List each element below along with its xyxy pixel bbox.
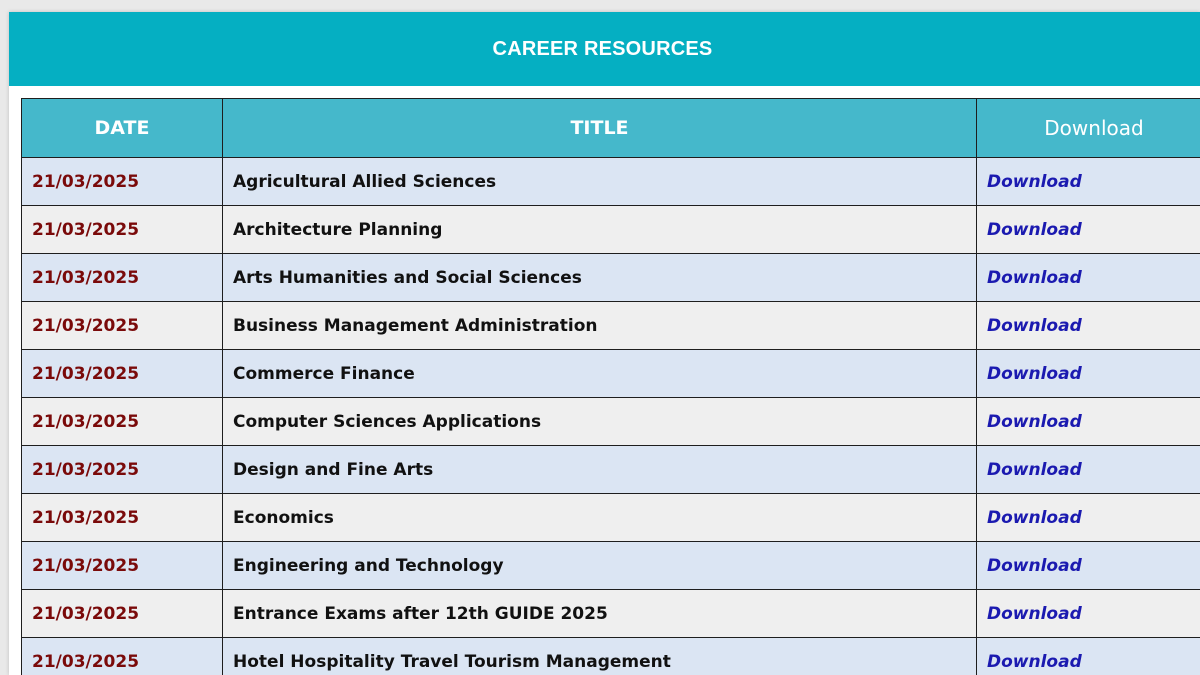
download-link[interactable]: Download — [987, 171, 1082, 192]
download-link[interactable]: Download — [987, 219, 1082, 240]
row-title: Architecture Planning — [222, 205, 977, 254]
table-row: 21/03/2025 Engineering and Technology Down… — [21, 541, 1200, 590]
table-row: 21/03/2025 Entrance Exams after 12th GUID… — [21, 589, 1200, 638]
download-link[interactable]: Download — [987, 267, 1082, 288]
table-row: 21/03/2025 Architecture Planning Download — [21, 205, 1200, 254]
table-header: DATE TITLE Download — [21, 98, 1200, 158]
row-title: Design and Fine Arts — [222, 445, 977, 494]
resources-table: DATE TITLE Download 21/03/2025 Agricultur… — [21, 98, 1200, 675]
row-date: 21/03/2025 — [21, 349, 223, 398]
row-download-cell: Download — [976, 589, 1200, 638]
row-date: 21/03/2025 — [21, 205, 223, 254]
row-title: Computer Sciences Applications — [222, 397, 977, 446]
download-link[interactable]: Download — [987, 555, 1082, 576]
row-title: Agricultural Allied Sciences — [222, 157, 977, 206]
row-date: 21/03/2025 — [21, 541, 223, 590]
download-link[interactable]: Download — [987, 459, 1082, 480]
row-date: 21/03/2025 — [21, 445, 223, 494]
table-row: 21/03/2025 Design and Fine Arts Download — [21, 445, 1200, 494]
row-download-cell: Download — [976, 541, 1200, 590]
download-link[interactable]: Download — [987, 651, 1082, 672]
row-date: 21/03/2025 — [21, 253, 223, 302]
section-title: CAREER RESOURCES — [492, 37, 713, 60]
row-date: 21/03/2025 — [21, 301, 223, 350]
row-title: Engineering and Technology — [222, 541, 977, 590]
page-frame: CAREER RESOURCES DATE TITLE Download 21/… — [9, 12, 1200, 675]
row-title: Economics — [222, 493, 977, 542]
row-download-cell: Download — [976, 253, 1200, 302]
row-title: Business Management Administration — [222, 301, 977, 350]
download-link[interactable]: Download — [987, 603, 1082, 624]
resources-table-container: DATE TITLE Download 21/03/2025 Agricultur… — [21, 98, 1200, 675]
download-link[interactable]: Download — [987, 507, 1082, 528]
table-row: 21/03/2025 Hotel Hospitality Travel Touri… — [21, 637, 1200, 675]
row-download-cell: Download — [976, 445, 1200, 494]
row-date: 21/03/2025 — [21, 397, 223, 446]
column-header-title: TITLE — [222, 98, 977, 158]
section-banner: CAREER RESOURCES — [9, 12, 1200, 86]
row-title: Arts Humanities and Social Sciences — [222, 253, 977, 302]
row-download-cell: Download — [976, 157, 1200, 206]
row-download-cell: Download — [976, 397, 1200, 446]
row-download-cell: Download — [976, 301, 1200, 350]
row-title: Hotel Hospitality Travel Tourism Managem… — [222, 637, 977, 675]
column-header-download: Download — [976, 98, 1200, 158]
download-link[interactable]: Download — [987, 363, 1082, 384]
row-date: 21/03/2025 — [21, 157, 223, 206]
row-date: 21/03/2025 — [21, 493, 223, 542]
download-link[interactable]: Download — [987, 411, 1082, 432]
table-body: 21/03/2025 Agricultural Allied Sciences Do… — [21, 157, 1200, 675]
table-row: 21/03/2025 Agricultural Allied Sciences Do… — [21, 157, 1200, 206]
table-row: 21/03/2025 Computer Sciences Applications… — [21, 397, 1200, 446]
table-row: 21/03/2025 Economics Download — [21, 493, 1200, 542]
header-row: DATE TITLE Download — [21, 98, 1200, 158]
table-row: 21/03/2025 Arts Humanities and Social Sci… — [21, 253, 1200, 302]
row-title: Entrance Exams after 12th GUIDE 2025 — [222, 589, 977, 638]
row-download-cell: Download — [976, 349, 1200, 398]
download-link[interactable]: Download — [987, 315, 1082, 336]
column-header-date: DATE — [21, 98, 223, 158]
table-row: 21/03/2025 Commerce Finance Download — [21, 349, 1200, 398]
row-download-cell: Download — [976, 637, 1200, 675]
row-title: Commerce Finance — [222, 349, 977, 398]
row-download-cell: Download — [976, 205, 1200, 254]
row-date: 21/03/2025 — [21, 589, 223, 638]
table-row: 21/03/2025 Business Management Administra… — [21, 301, 1200, 350]
row-date: 21/03/2025 — [21, 637, 223, 675]
row-download-cell: Download — [976, 493, 1200, 542]
